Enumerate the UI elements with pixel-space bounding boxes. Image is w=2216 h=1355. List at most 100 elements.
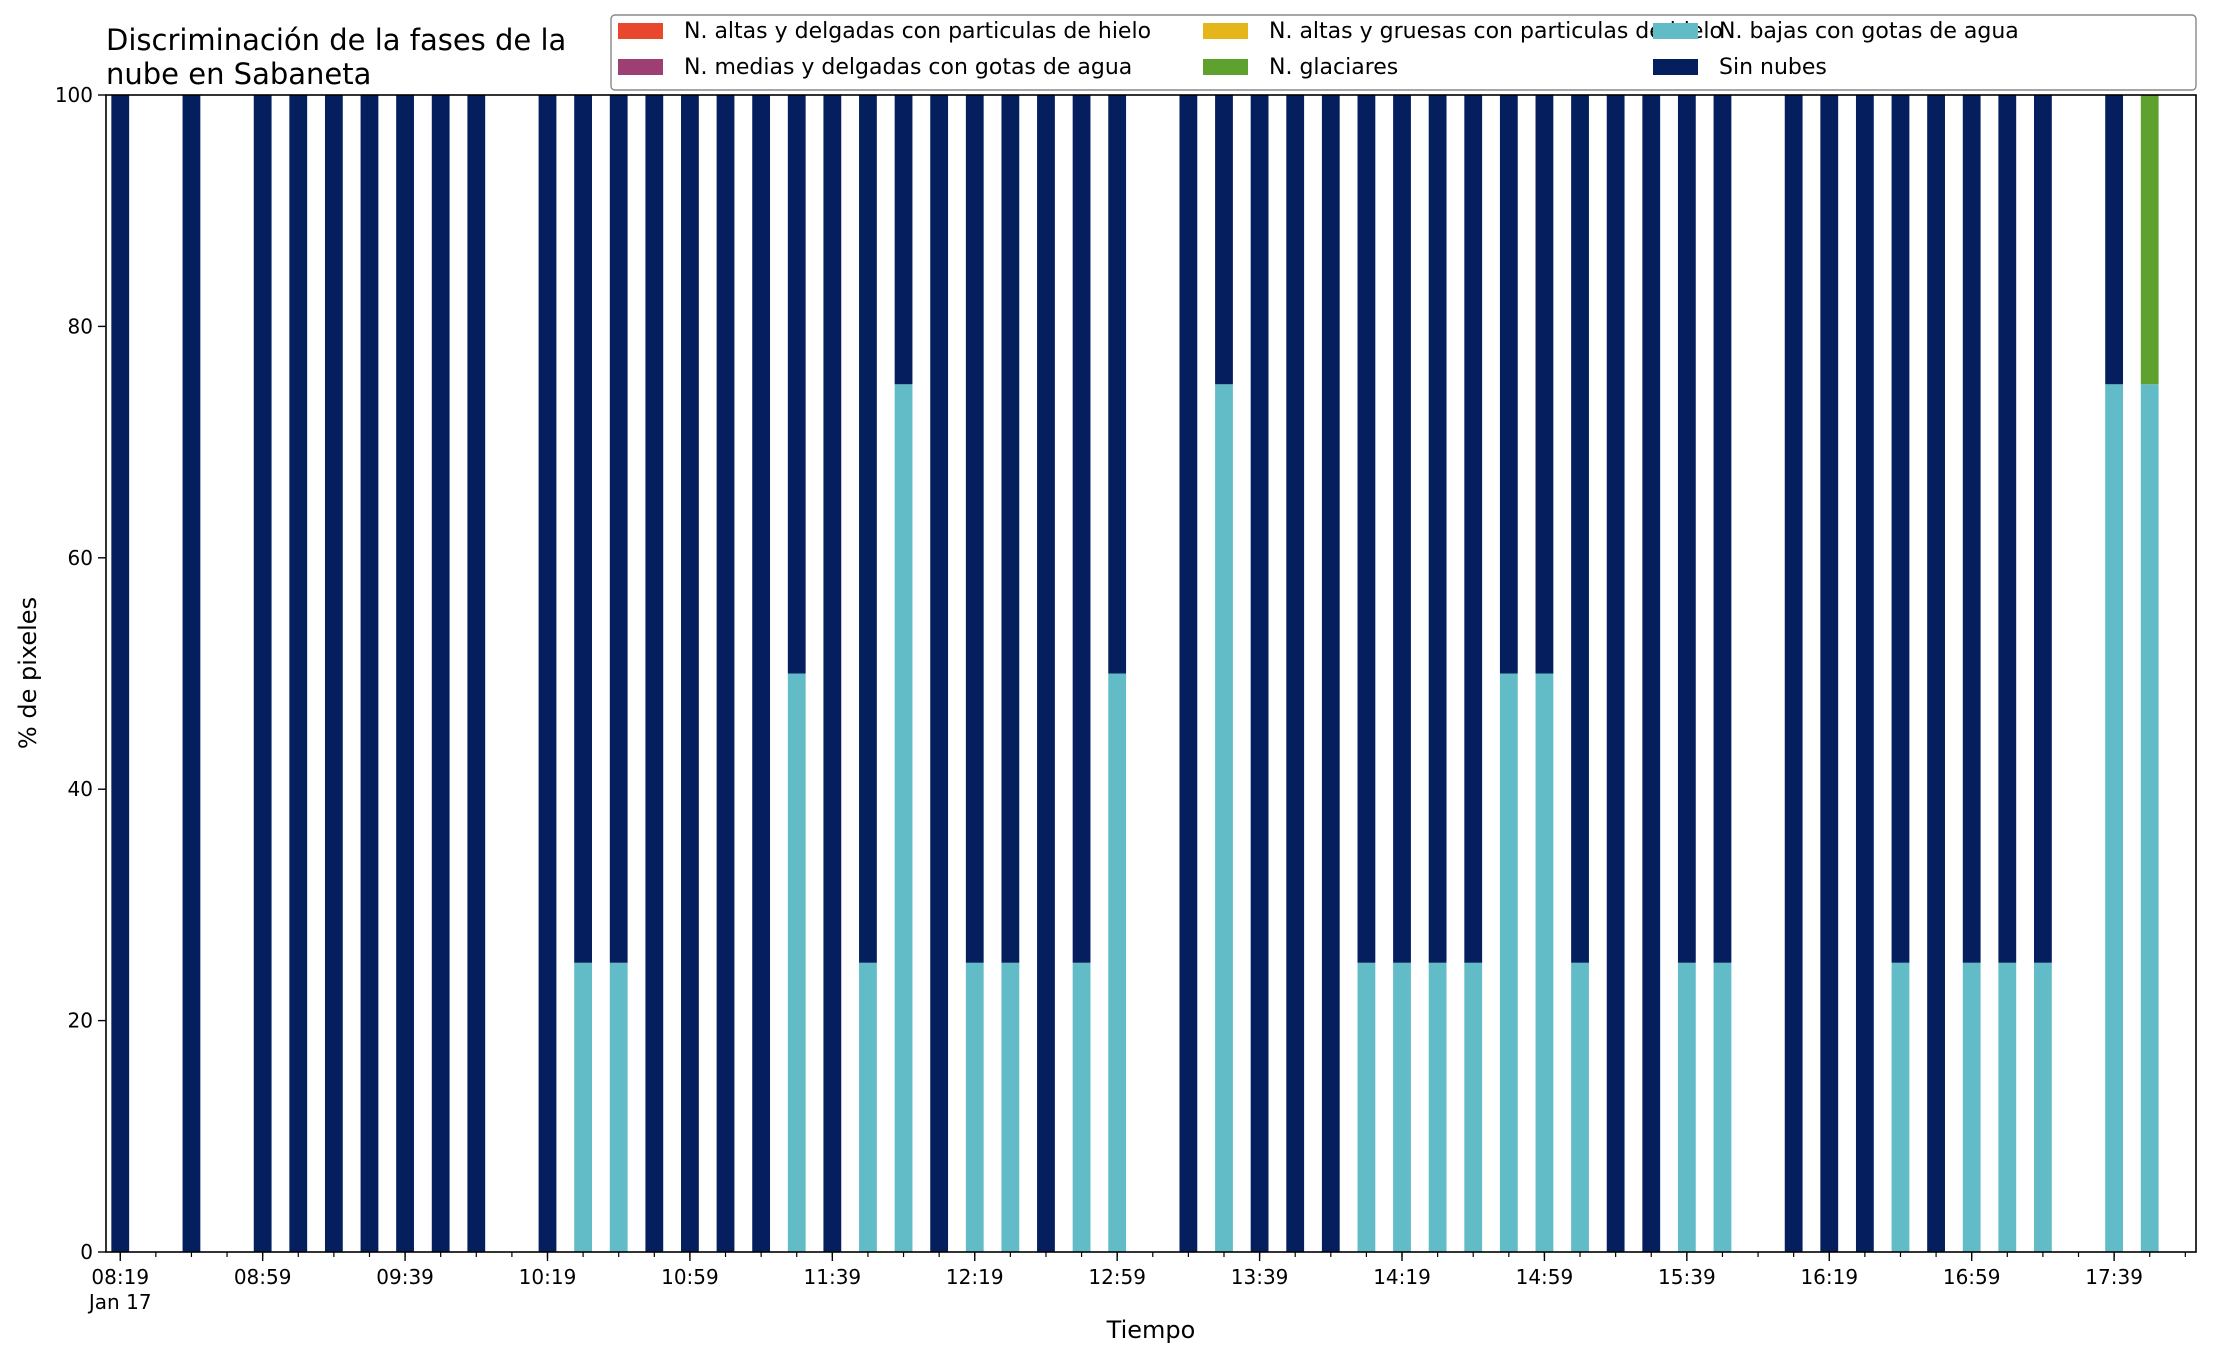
x-axis-label: Tiempo xyxy=(1106,1316,1196,1344)
bar-segment xyxy=(787,95,806,674)
bar-segment xyxy=(574,962,592,1252)
bar-segment xyxy=(1820,95,1839,1252)
bar-segment xyxy=(1499,95,1518,674)
bar-segment xyxy=(538,95,557,1252)
bar-segment xyxy=(1713,962,1732,1252)
bar-segment xyxy=(1891,962,1910,1252)
bar-segment xyxy=(1499,673,1518,1252)
bar-segment xyxy=(1784,95,1803,1252)
bar-segment xyxy=(1677,95,1696,963)
bar-segment xyxy=(1393,95,1411,963)
bar-segment xyxy=(1072,962,1091,1252)
legend-label: N. bajas con gotas de agua xyxy=(1719,19,2019,44)
bar-segment xyxy=(1072,95,1091,963)
x-tick-label: 17:39 xyxy=(2085,1265,2143,1289)
bar-segment xyxy=(2105,95,2124,385)
x-tick-label: 13:39 xyxy=(1231,1265,1289,1289)
bar-segment xyxy=(1464,962,1483,1252)
x-tick-label: 11:39 xyxy=(804,1265,862,1289)
bar-segment xyxy=(1286,95,1305,1252)
bar-segment xyxy=(1891,95,1910,963)
bar-segment xyxy=(1464,95,1483,963)
bar-segment xyxy=(1713,95,1732,963)
legend-swatch xyxy=(1653,59,1698,75)
bar-segment xyxy=(1321,95,1340,1252)
bar-segment xyxy=(1855,95,1874,1252)
x-tick-label: 08:59 xyxy=(234,1265,292,1289)
y-tick-label: 100 xyxy=(55,83,93,107)
x-tick-label: 12:19 xyxy=(946,1265,1004,1289)
bar-segment xyxy=(894,95,913,385)
bar-segment xyxy=(360,95,379,1252)
x-tick-label: 15:39 xyxy=(1658,1265,1716,1289)
bar-segment xyxy=(1677,962,1696,1252)
bar-segment xyxy=(1037,95,1055,1252)
bar-segment xyxy=(1215,384,1233,1252)
bar-segment xyxy=(1606,95,1625,1252)
bar-segment xyxy=(823,95,842,1252)
bar-segment xyxy=(1179,95,1198,1252)
bar-segment xyxy=(1393,962,1411,1252)
bar-segment xyxy=(289,95,308,1252)
bar-segment xyxy=(324,95,343,1252)
bar-segment xyxy=(111,95,130,1252)
y-tick-label: 20 xyxy=(68,1009,93,1033)
bar-segment xyxy=(787,673,806,1252)
bar-segment xyxy=(1998,962,2017,1252)
bar-segment xyxy=(681,95,699,1252)
x-tick-label: 08:19 xyxy=(91,1265,149,1289)
chart-title-line-1: Discriminación de la fases de la xyxy=(106,23,566,57)
bar-segment xyxy=(431,95,450,1252)
bar-segment xyxy=(1571,95,1589,963)
x-tick-sublabel: Jan 17 xyxy=(87,1290,152,1314)
bar-segment xyxy=(1108,95,1127,674)
legend-label: Sin nubes xyxy=(1719,55,1827,80)
x-tick-label: 16:59 xyxy=(1943,1265,2001,1289)
y-tick-label: 80 xyxy=(68,314,93,338)
bar-segment xyxy=(894,384,913,1252)
bars-group xyxy=(111,95,2159,1252)
bar-segment xyxy=(1215,95,1233,385)
bar-segment xyxy=(1428,95,1447,963)
bar-segment xyxy=(467,95,486,1252)
y-axis-label: % de pixeles xyxy=(14,597,42,749)
bar-segment xyxy=(716,95,735,1252)
legend: N. altas y delgadas con particulas de hi… xyxy=(610,14,2197,91)
bar-segment xyxy=(1927,95,1945,1252)
legend-label: N. glaciares xyxy=(1269,55,1398,80)
bar-segment xyxy=(965,962,984,1252)
plot-frame xyxy=(105,94,2197,1253)
bar-segment xyxy=(182,95,201,1252)
bar-segment xyxy=(1998,95,2017,963)
bar-segment xyxy=(1357,962,1376,1252)
bar-segment xyxy=(859,95,877,963)
legend-label: N. medias y delgadas con gotas de agua xyxy=(684,55,1132,80)
bar-segment xyxy=(1962,95,1981,963)
bar-segment xyxy=(2034,962,2052,1252)
x-tick-label: 10:59 xyxy=(661,1265,719,1289)
bar-segment xyxy=(2105,384,2124,1252)
bar-segment xyxy=(1571,962,1589,1252)
bar-segment xyxy=(609,962,628,1252)
legend-swatch xyxy=(618,59,663,75)
y-tick-label: 60 xyxy=(68,546,93,570)
bar-segment xyxy=(2140,384,2159,1252)
legend-swatch xyxy=(1203,59,1248,75)
bar-segment xyxy=(1108,673,1127,1252)
bar-segment xyxy=(1428,962,1447,1252)
legend-swatch xyxy=(618,23,663,39)
bar-segment xyxy=(609,95,628,963)
bar-segment xyxy=(1357,95,1376,963)
x-tick-label: 12:59 xyxy=(1088,1265,1146,1289)
bar-segment xyxy=(752,95,771,1252)
bar-segment xyxy=(2034,95,2052,963)
legend-label: N. altas y gruesas con particulas de hie… xyxy=(1269,19,1723,44)
legend-swatch xyxy=(1203,23,1248,39)
bar-segment xyxy=(1001,95,1020,963)
legend-swatch xyxy=(1653,23,1698,39)
bar-segment xyxy=(930,95,949,1252)
bar-segment xyxy=(1642,95,1661,1252)
bar-segment xyxy=(645,95,664,1252)
bar-segment xyxy=(965,95,984,963)
